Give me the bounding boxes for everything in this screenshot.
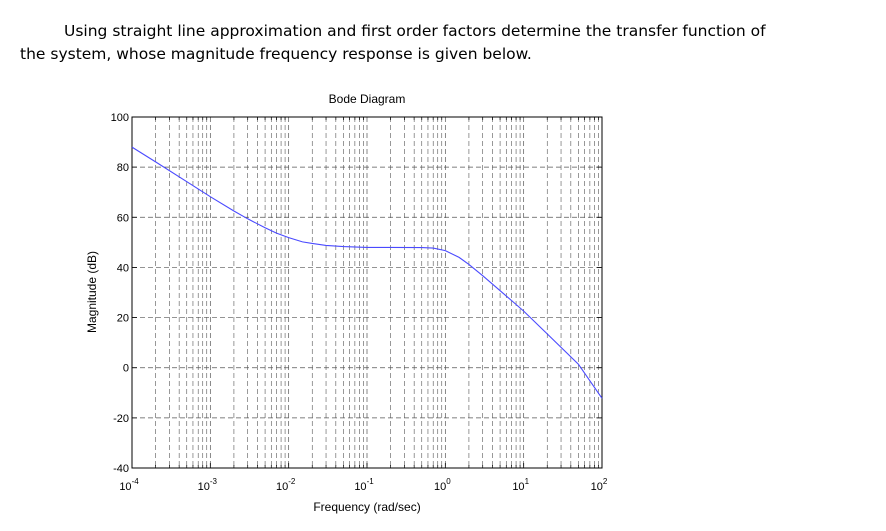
magnitude-line — [131, 146, 603, 399]
grid-lines — [131, 116, 603, 469]
x-tick-label: 10-3 — [198, 477, 218, 493]
x-tick-label: 10-4 — [119, 477, 139, 493]
y-tick-label: 100 — [111, 112, 129, 124]
axis-ticks — [131, 116, 603, 469]
x-tick-labels: 10-4 10-3 10-2 10-1 100 101 102 — [119, 477, 608, 493]
chart-title: Bode Diagram — [329, 92, 406, 106]
x-tick-label: 101 — [512, 477, 529, 493]
y-tick-label: -20 — [113, 413, 129, 425]
y-tick-label: 60 — [117, 212, 129, 224]
question-text: Using straight line approximation and fi… — [20, 20, 870, 66]
y-tick-label: 80 — [117, 162, 129, 174]
y-tick-label: 0 — [123, 363, 129, 375]
y-tick-label: 20 — [117, 313, 129, 325]
y-tick-label: -40 — [113, 463, 129, 475]
y-tick-label: 40 — [117, 262, 129, 274]
x-axis-label: Frequency (rad/sec) — [313, 500, 420, 514]
question-line-1: Using straight line approximation and fi… — [64, 22, 766, 40]
x-tick-label: 10-2 — [276, 477, 296, 493]
x-tick-label: 100 — [434, 477, 451, 493]
question-line-2: the system, whose magnitude frequency re… — [20, 45, 532, 63]
y-tick-labels: -40 -20 0 20 40 60 80 100 — [111, 112, 129, 475]
y-axis-label: Magnitude (dB) — [85, 251, 99, 333]
x-tick-label: 102 — [591, 477, 608, 493]
x-tick-label: 10-1 — [354, 477, 374, 493]
